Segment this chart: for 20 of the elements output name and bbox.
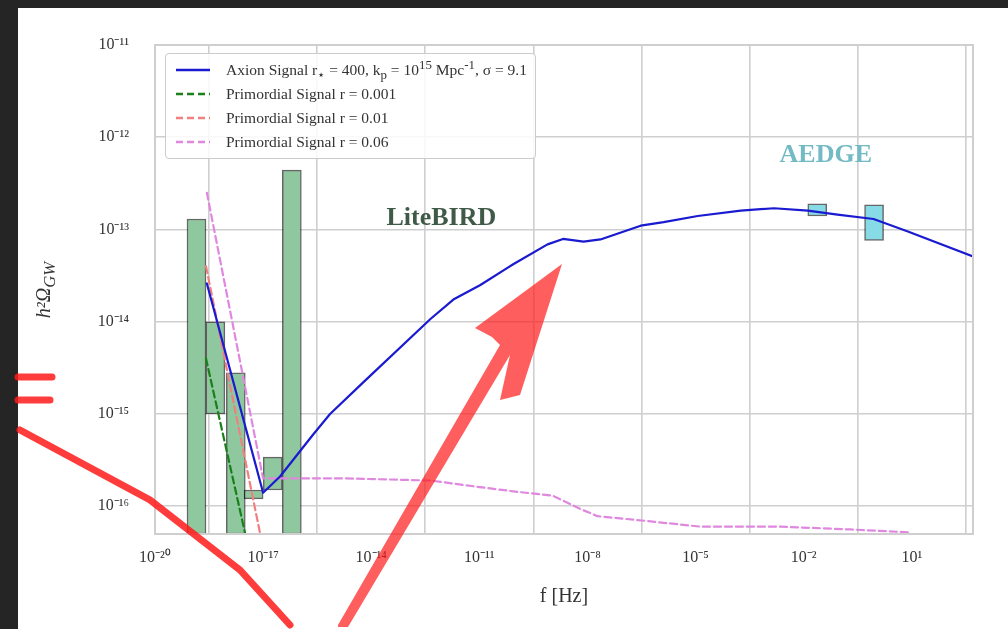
x-tick-label: 10⁻²	[790, 547, 817, 565]
annotation: AEDGE	[779, 138, 872, 168]
y-tick-label: 10⁻¹⁴	[97, 311, 130, 329]
x-tick-label: 10⁻¹⁷	[247, 547, 279, 565]
y-tick-label: 10⁻¹⁶	[97, 496, 129, 514]
x-tick-label: 10⁻⁸	[574, 547, 601, 565]
x-tick-label: 10⁻²⁰	[139, 547, 171, 565]
x-axis-title: f [Hz]	[539, 584, 589, 607]
y-tick-label: 10⁻¹¹	[98, 35, 130, 53]
y-tick-label: 10⁻¹⁵	[97, 404, 129, 422]
text: Axion Signal r$_{⋆}$ = 400, k$_{p}$ = 10$^{15}$ Mpc$^{-1}$, σ = 9.1	[226, 56, 527, 83]
legend-label: Primordial Signal r = 0.001	[226, 85, 397, 103]
legend-label: Primordial Signal r = 0.06	[226, 133, 389, 151]
x-tick-label: 10⁻¹¹	[464, 547, 495, 565]
annotation: LiteBIRD	[386, 202, 497, 232]
x-tick-label: 10¹	[901, 547, 923, 565]
legend-label: Primordial Signal r = 0.01	[226, 109, 389, 127]
x-tick-label: 10⁻⁵	[682, 547, 709, 565]
y-tick-label: 10⁻¹²	[98, 127, 130, 145]
y-tick-label: 10⁻¹³	[98, 219, 130, 237]
